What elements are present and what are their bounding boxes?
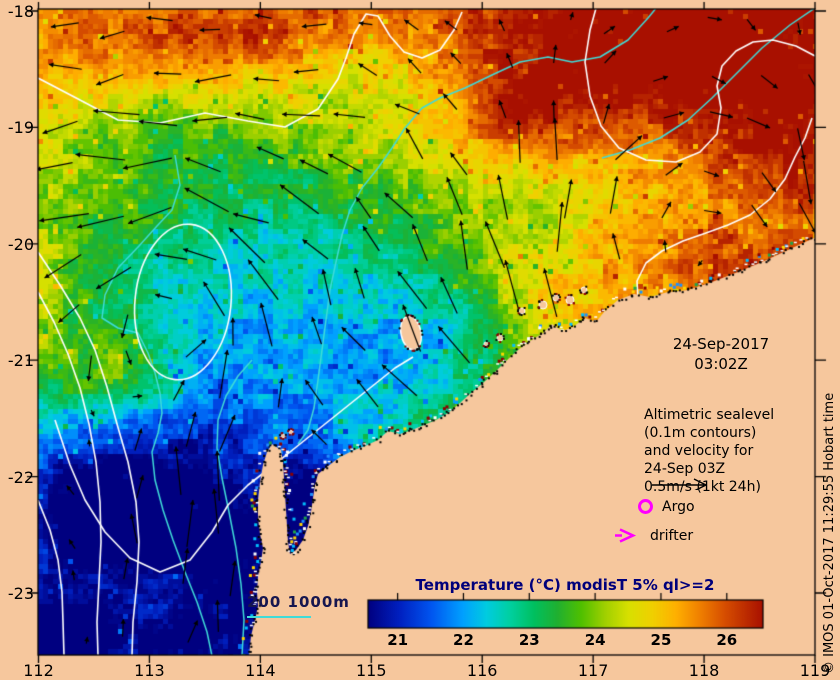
datetime-date: 24-Sep-2017 xyxy=(672,335,770,353)
colorbar-tick-label: 22 xyxy=(453,631,474,649)
depth-contour-legend-label: 200 1000m xyxy=(247,593,350,611)
colorbar-tick-label: 23 xyxy=(518,631,540,649)
datetime-annotation: 24-Sep-2017 03:02Z xyxy=(629,334,813,374)
colorbar-title: Temperature (°C) modisT 5% ql>=2 xyxy=(415,576,715,594)
colorbar-tick-label: 26 xyxy=(716,631,738,649)
x-tick-label: 118 xyxy=(688,661,720,680)
altimetric-note-line: and velocity for xyxy=(644,443,754,459)
argo-marker-icon xyxy=(638,499,653,514)
y-tick-label: -21 xyxy=(7,351,34,371)
colorbar-tick-label: 21 xyxy=(387,631,409,649)
velocity-scale-arrow-icon xyxy=(652,478,707,490)
colorbar-tick-label: 24 xyxy=(584,631,606,649)
altimetric-note-line: 24-Sep 03Z xyxy=(644,461,726,477)
x-tick-label: 112 xyxy=(23,661,54,680)
y-tick-label: -22 xyxy=(7,467,34,487)
colorbar-tick-label: 25 xyxy=(650,631,672,649)
x-tick-label: 117 xyxy=(577,661,609,680)
y-tick-label: -19 xyxy=(7,118,34,138)
y-tick-label: -20 xyxy=(7,234,34,254)
x-tick-label: 116 xyxy=(466,661,498,680)
credit-text: © IMOS 01-Oct-2017 11:29:55 Hobart time xyxy=(822,392,837,674)
altimetric-note-line: (0.1m contours) xyxy=(644,425,757,441)
drifter-label: drifter xyxy=(650,528,694,544)
datetime-time: 03:02Z xyxy=(694,355,748,373)
x-tick-label: 119 xyxy=(799,661,831,680)
y-tick-label: -18 xyxy=(7,2,34,21)
depth-contour-legend-line xyxy=(247,616,311,618)
x-tick-label: 115 xyxy=(356,661,387,680)
altimetric-note-line: Altimetric sealevel xyxy=(644,407,775,423)
x-tick-label: 114 xyxy=(245,661,276,680)
y-tick-label: -23 xyxy=(7,584,34,603)
drifter-marker-icon xyxy=(615,528,637,543)
argo-label: Argo xyxy=(662,499,695,515)
x-tick-label: 113 xyxy=(134,661,165,680)
